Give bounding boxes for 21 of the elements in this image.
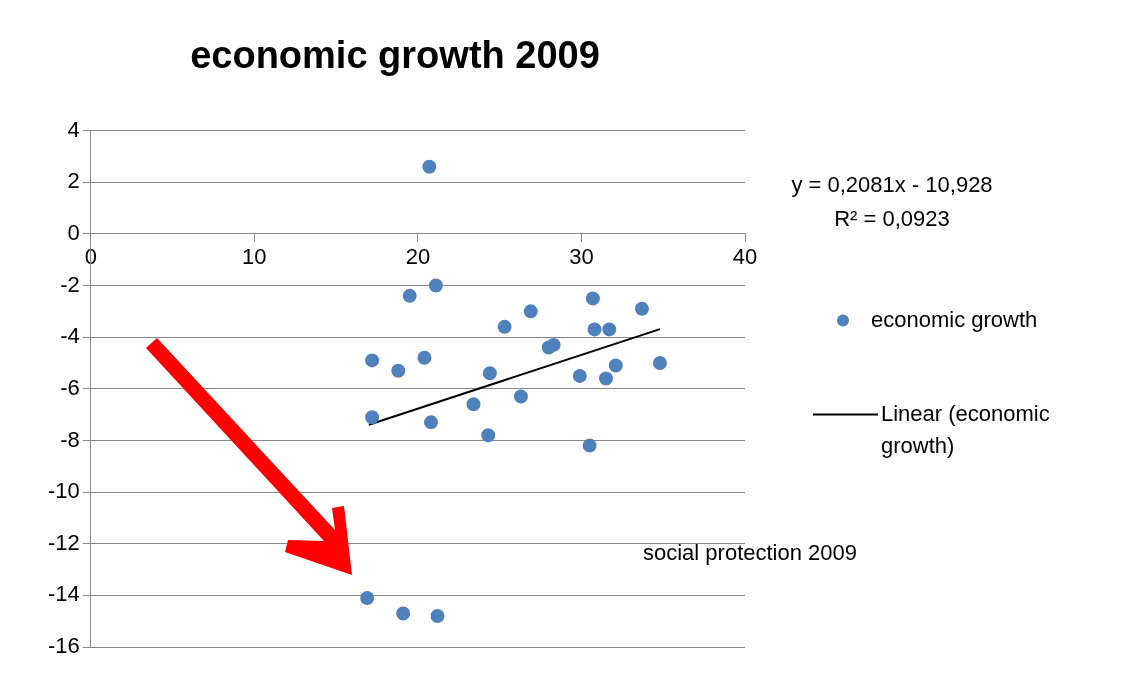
y-tick-label: 4: [67, 116, 80, 142]
x-tick-label: 40: [732, 244, 758, 270]
x-axis-title: social protection 2009: [643, 540, 858, 565]
text: y = 0,2081x - 10,928: [791, 172, 993, 197]
y-tick-label: -12: [48, 529, 80, 555]
x-tick-label: 20: [405, 244, 431, 270]
y-tick-label: -16: [48, 633, 80, 659]
y-tick-label: 0: [67, 219, 80, 245]
y-tick-label: -8: [60, 426, 80, 452]
x-tick-label: 30: [569, 244, 594, 270]
y-tick-label: -10: [48, 478, 80, 504]
y-tick-label: -2: [60, 271, 80, 297]
text: R² = 0,0923: [834, 206, 950, 231]
legend-label: economic growth: [871, 306, 1038, 332]
legend-label: Linear (economic growth): [881, 400, 1050, 458]
y-tick-label: -6: [60, 374, 80, 400]
x-tick-label: 10: [242, 244, 267, 270]
y-tick-label: -14: [48, 581, 80, 607]
chart-title: economic growth 2009: [190, 34, 600, 77]
y-tick-label: -4: [60, 323, 80, 349]
y-tick-label: 2: [67, 168, 80, 194]
